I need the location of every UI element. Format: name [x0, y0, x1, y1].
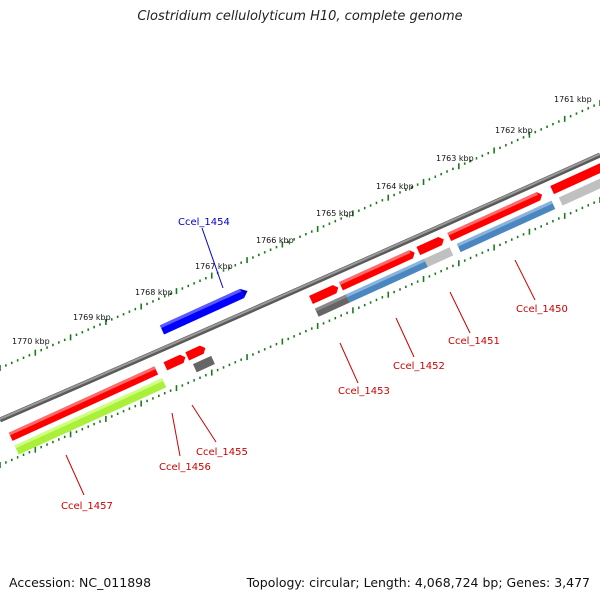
scale-label: 1762 kbp [495, 126, 533, 135]
feature-ccel-1451[interactable] [424, 247, 454, 268]
gene-label[interactable]: Ccel_1454 [178, 217, 230, 228]
feature-ccel-1455[interactable] [192, 355, 215, 373]
gene-label[interactable]: Ccel_1455 [196, 447, 248, 458]
feature-ccel-1457[interactable] [14, 378, 167, 455]
gene-ccel-1451[interactable] [416, 235, 445, 256]
scale-label: 1761 kbp [554, 95, 592, 104]
inner-scale-ticks [0, 197, 600, 468]
leader-line [395, 317, 415, 358]
scale-label: 1765 kbp [316, 209, 354, 218]
gene-ccel-1450[interactable] [447, 191, 544, 242]
feature-ccel-1453[interactable] [314, 294, 350, 317]
leader-line [171, 412, 181, 457]
gene-label[interactable]: Ccel_1456 [159, 462, 211, 473]
leader-line [339, 342, 359, 384]
scale-label: 1764 kbp [376, 182, 414, 191]
gene-ccel-1452[interactable] [339, 249, 416, 291]
leader-line [449, 291, 471, 334]
leader-line [201, 227, 224, 289]
accession-label: Accession: NC_011898 [9, 575, 152, 590]
genome-backbone-highlight [0, 153, 600, 420]
gene-ccel-1454[interactable] [159, 286, 250, 335]
outer-scale-ticks [0, 100, 600, 371]
gene-label[interactable]: Ccel_1451 [448, 336, 500, 347]
scale-label: 1768 kbp [135, 288, 173, 297]
map-title: Clostridium cellulolyticum H10, complete… [137, 9, 463, 24]
gene-label[interactable]: Ccel_1457 [61, 501, 113, 512]
gene-label[interactable]: Ccel_1450 [516, 304, 568, 315]
scale-label: 1767 kbp [195, 262, 233, 271]
gene-label[interactable]: Ccel_1452 [393, 361, 445, 372]
genome-summary: Topology: circular; Length: 4,068,724 bp… [246, 575, 590, 590]
leader-line [191, 404, 217, 443]
feature-ccel-1449[interactable] [558, 172, 600, 206]
scale-label: 1769 kbp [73, 313, 111, 322]
gene-label[interactable]: Ccel_1453 [338, 386, 390, 397]
scale-label: 1763 kbp [436, 154, 474, 163]
scale-label: 1770 kbp [12, 337, 50, 346]
leader-line [514, 259, 536, 301]
gene-ccel-1453[interactable] [309, 283, 340, 305]
feature-ccel-1452[interactable] [345, 258, 428, 303]
gene-ccel-1449[interactable] [550, 157, 600, 195]
feature-ccel-1450[interactable] [456, 200, 556, 253]
scale-label: 1766 kbp [256, 236, 294, 245]
gene-ccel-1457-red[interactable] [8, 366, 159, 441]
gene-ccel-1456[interactable] [163, 353, 188, 371]
leader-line [65, 454, 85, 496]
gene-ccel-1455[interactable] [185, 344, 207, 361]
